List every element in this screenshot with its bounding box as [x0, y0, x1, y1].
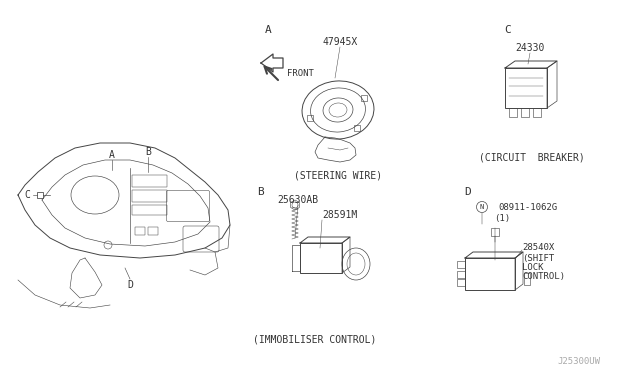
- Text: D: D: [127, 280, 133, 290]
- Bar: [457, 271, 465, 278]
- Text: LOCK: LOCK: [522, 263, 543, 272]
- Text: A: A: [264, 25, 271, 35]
- Text: (STEERING WIRE): (STEERING WIRE): [294, 170, 382, 180]
- Bar: [135, 227, 145, 235]
- Text: B: B: [257, 187, 264, 197]
- Bar: [524, 273, 530, 285]
- Bar: [132, 190, 167, 202]
- Bar: [521, 108, 529, 117]
- Text: B: B: [145, 147, 151, 157]
- Bar: [533, 108, 541, 117]
- Bar: [361, 95, 367, 101]
- Text: N: N: [480, 204, 484, 210]
- Bar: [505, 68, 547, 108]
- Bar: [509, 108, 517, 117]
- Text: D: D: [465, 187, 472, 197]
- Text: J25300UW: J25300UW: [557, 357, 600, 366]
- Text: C: C: [504, 25, 511, 35]
- Bar: [491, 228, 499, 236]
- Text: 25630AB: 25630AB: [277, 195, 319, 205]
- Text: 24330: 24330: [515, 43, 545, 53]
- Text: (CIRCUIT  BREAKER): (CIRCUIT BREAKER): [479, 153, 585, 163]
- Bar: [355, 125, 360, 131]
- Text: 28540X: 28540X: [522, 244, 554, 253]
- Text: A: A: [109, 150, 115, 160]
- Text: CONTROL): CONTROL): [522, 272, 565, 280]
- Bar: [148, 227, 158, 235]
- Text: (1): (1): [494, 214, 510, 222]
- Bar: [457, 279, 465, 286]
- Text: 08911-1062G: 08911-1062G: [498, 202, 557, 212]
- Bar: [132, 175, 167, 187]
- Text: 28591M: 28591M: [322, 210, 357, 220]
- Bar: [300, 243, 342, 273]
- Text: FRONT: FRONT: [287, 68, 314, 77]
- Bar: [132, 205, 167, 215]
- Bar: [457, 261, 465, 268]
- Bar: [37, 192, 43, 198]
- Text: (IMMOBILISER CONTROL): (IMMOBILISER CONTROL): [253, 335, 377, 345]
- Text: (SHIFT: (SHIFT: [522, 253, 554, 263]
- Text: C: C: [24, 190, 30, 200]
- Bar: [307, 115, 313, 121]
- Bar: [465, 258, 515, 290]
- Text: 47945X: 47945X: [323, 37, 358, 47]
